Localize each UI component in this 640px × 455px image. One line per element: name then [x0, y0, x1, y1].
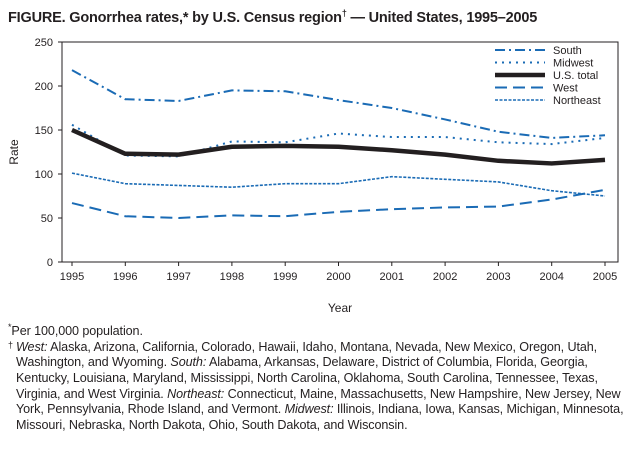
west-label: West: [16, 339, 48, 354]
y-tick-label: 50 [41, 213, 53, 225]
footnote-regions: † West: Alaska, Arizona, California, Colo… [8, 340, 632, 434]
star: * [8, 322, 12, 332]
series-line-northeast [71, 172, 606, 197]
x-tick-label: 2003 [486, 271, 510, 283]
series-line-u-s-total [71, 127, 606, 166]
series-line-west [71, 188, 606, 219]
x-tick-label: 2002 [433, 271, 457, 283]
series-line-midwest [71, 123, 606, 158]
northeast-text: Connecticut, Maine, Massachusetts, New H… [16, 386, 621, 417]
midwest-text: Illinois, Indiana, Iowa, Kansas, Michiga… [16, 402, 624, 432]
legend-label-northeast: Northeast [553, 95, 601, 107]
y-tick-label: 100 [35, 169, 53, 181]
x-tick-label: 2005 [593, 271, 617, 283]
x-tick-label: 1995 [60, 271, 84, 283]
x-tick-label: 1998 [220, 271, 244, 283]
y-tick-label: 250 [35, 37, 53, 49]
footnotes: *Per 100,000 population. † West: Alaska, … [8, 320, 632, 433]
y-axis-label: Rate [7, 139, 21, 165]
midwest-label: Midwest: [284, 402, 334, 417]
per-text: Per 100,000 population. [11, 324, 143, 339]
legend-label-u-s-total: U.S. total [553, 70, 598, 82]
northeast-label: Northeast: [167, 386, 225, 401]
series-line-south [71, 69, 606, 139]
x-tick-label: 1997 [166, 271, 190, 283]
x-tick-label: 2000 [326, 271, 350, 283]
x-tick-label: 2004 [539, 271, 563, 283]
y-tick-label: 200 [35, 81, 53, 93]
legend-label-south: South [553, 45, 582, 57]
figure-title: FIGURE. Gonorrhea rates,* by U.S. Census… [8, 8, 537, 26]
dagger: † [8, 339, 13, 350]
plot-frame [61, 41, 619, 263]
title-text: FIGURE. Gonorrhea rates,* by U.S. Census… [8, 9, 342, 26]
x-tick-label: 1999 [273, 271, 297, 283]
y-tick-label: 0 [47, 257, 53, 269]
south-label: South: [170, 355, 207, 370]
south-text: Alabama, Arkansas, Delaware, District of… [16, 355, 598, 401]
x-tick-label: 1996 [113, 271, 137, 283]
x-tick-label: 2001 [380, 271, 404, 283]
y-tick-label: 150 [35, 125, 53, 137]
line-chart: 0 50 100 150 200 250 1995 1996 1997 1998 1999 2000 2… [7, 37, 619, 315]
title-dagger: † [341, 8, 347, 18]
legend-label-west: West [553, 83, 578, 95]
x-axis-label: Year [328, 301, 352, 315]
title-rest: — United States, 1995–2005 [346, 9, 538, 26]
west-text: Alaska, Arizona, California, Colorado, H… [16, 339, 598, 370]
footnote-per: *Per 100,000 population. [8, 320, 632, 340]
legend-label-midwest: Midwest [553, 58, 593, 70]
